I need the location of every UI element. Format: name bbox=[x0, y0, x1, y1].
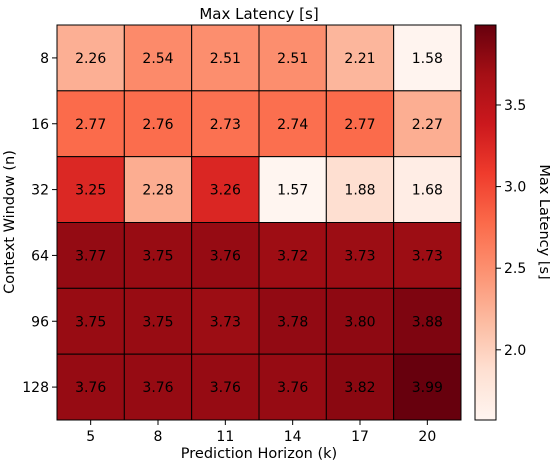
cell-value-label: 1.88 bbox=[344, 183, 375, 199]
y-tick-label: 16 bbox=[31, 117, 49, 133]
y-tick-label: 96 bbox=[31, 314, 49, 330]
colorbar-ticks: 2.0 2.5 3.0 3.5 bbox=[496, 98, 526, 359]
x-axis-label: Prediction Horizon (k) bbox=[181, 446, 337, 462]
cell-value-label: 3.26 bbox=[210, 183, 241, 199]
cell-value-label: 2.77 bbox=[75, 117, 106, 133]
cell-value-label: 2.51 bbox=[210, 51, 241, 67]
heatmap-cell bbox=[258, 287, 327, 355]
cell-value-label: 3.99 bbox=[412, 380, 443, 396]
y-tick-label: 32 bbox=[31, 183, 49, 199]
x-tick-label: 5 bbox=[86, 429, 95, 445]
heatmap-cell bbox=[191, 287, 260, 355]
cell-value-label: 3.75 bbox=[75, 314, 106, 330]
cell-value-label: 2.74 bbox=[277, 117, 308, 133]
cell-value-label: 2.26 bbox=[75, 51, 106, 67]
cell-value-label: 3.76 bbox=[210, 248, 241, 264]
heatmap-cell bbox=[123, 222, 193, 289]
cell-value-label: 1.58 bbox=[412, 51, 443, 67]
cell-value-label: 3.88 bbox=[412, 314, 443, 330]
cell-value-label: 3.77 bbox=[75, 248, 106, 264]
cell-value-label: 3.78 bbox=[277, 314, 308, 330]
colorbar-tick-label: 3.5 bbox=[504, 98, 526, 114]
cell-value-label: 3.75 bbox=[142, 314, 173, 330]
y-axis-ticks: 8 16 32 64 96 128 bbox=[22, 51, 57, 396]
cell-value-label: 2.51 bbox=[277, 51, 308, 67]
colorbar: 2.0 2.5 3.0 3.5 Max Latency [s] bbox=[474, 24, 550, 421]
chart-title: Max Latency [s] bbox=[199, 5, 318, 23]
cell-value-label: 3.82 bbox=[344, 380, 375, 396]
cell-value-label: 3.72 bbox=[277, 248, 308, 264]
y-tick-label: 64 bbox=[31, 248, 49, 264]
heatmap-cell bbox=[123, 156, 193, 224]
cell-value-label: 2.76 bbox=[142, 117, 173, 133]
x-tick-label: 17 bbox=[351, 429, 369, 445]
x-axis-ticks: 5 8 11 14 17 20 bbox=[86, 420, 436, 445]
x-tick-label: 11 bbox=[216, 429, 234, 445]
heatmap-cells bbox=[56, 24, 462, 421]
cell-value-label: 2.21 bbox=[344, 51, 375, 67]
heatmap-cell bbox=[393, 24, 462, 92]
cell-value-label: 3.80 bbox=[344, 314, 375, 330]
colorbar-tick-label: 3.0 bbox=[504, 180, 526, 196]
cell-value-label: 3.76 bbox=[210, 380, 241, 396]
x-tick-label: 20 bbox=[418, 429, 436, 445]
heatmap-cell bbox=[56, 222, 125, 289]
heatmap-cell bbox=[191, 222, 260, 289]
heatmap-cell bbox=[325, 156, 395, 224]
cell-value-label: 3.76 bbox=[142, 380, 173, 396]
cell-value-label: 2.73 bbox=[210, 117, 241, 133]
heatmap-cell bbox=[325, 222, 395, 289]
heatmap-cell bbox=[325, 287, 395, 355]
plot-frame bbox=[56, 24, 462, 421]
colorbar-label: Max Latency [s] bbox=[536, 164, 550, 279]
cell-value-label: 3.75 bbox=[142, 248, 173, 264]
heatmap-cell bbox=[258, 24, 327, 92]
cell-value-label: 3.76 bbox=[277, 380, 308, 396]
cell-value-label: 1.68 bbox=[412, 183, 443, 199]
cell-value-label: 2.77 bbox=[344, 117, 375, 133]
heatmap-cell bbox=[258, 222, 327, 289]
x-tick-label: 8 bbox=[154, 429, 163, 445]
heatmap-cell bbox=[56, 287, 125, 355]
colorbar-tick-label: 2.5 bbox=[504, 261, 526, 277]
cell-value-label: 1.57 bbox=[277, 183, 308, 199]
cell-value-label: 3.25 bbox=[75, 183, 106, 199]
heatmap-cell bbox=[56, 353, 125, 421]
heatmap-cell bbox=[56, 24, 125, 92]
colorbar-gradient bbox=[474, 24, 497, 421]
heatmap-cell bbox=[393, 156, 462, 224]
y-tick-label: 8 bbox=[40, 51, 49, 67]
cell-value-label: 3.73 bbox=[412, 248, 443, 264]
cell-value-label: 3.76 bbox=[75, 380, 106, 396]
x-tick-label: 14 bbox=[284, 429, 302, 445]
heatmap-value-labels: 2.26 2.54 2.51 2.51 2.21 1.58 2.77 2.76 2.73 2.74… bbox=[75, 51, 443, 396]
heatmap-cell bbox=[258, 90, 327, 158]
cell-value-label: 3.73 bbox=[210, 314, 241, 330]
colorbar-tick-label: 2.0 bbox=[504, 343, 526, 359]
heatmap-cell bbox=[258, 156, 327, 224]
heatmap-cell bbox=[393, 353, 462, 421]
y-tick-label: 128 bbox=[22, 380, 49, 396]
y-axis-label: Context Window (n) bbox=[2, 150, 18, 294]
heatmap-cell bbox=[123, 90, 193, 158]
heatmap-cell bbox=[393, 90, 462, 158]
cell-value-label: 3.73 bbox=[344, 248, 375, 264]
cell-value-label: 2.54 bbox=[142, 51, 173, 67]
cell-value-label: 2.27 bbox=[412, 117, 443, 133]
cell-value-label: 2.28 bbox=[142, 183, 173, 199]
heatmap-cell bbox=[123, 24, 193, 92]
